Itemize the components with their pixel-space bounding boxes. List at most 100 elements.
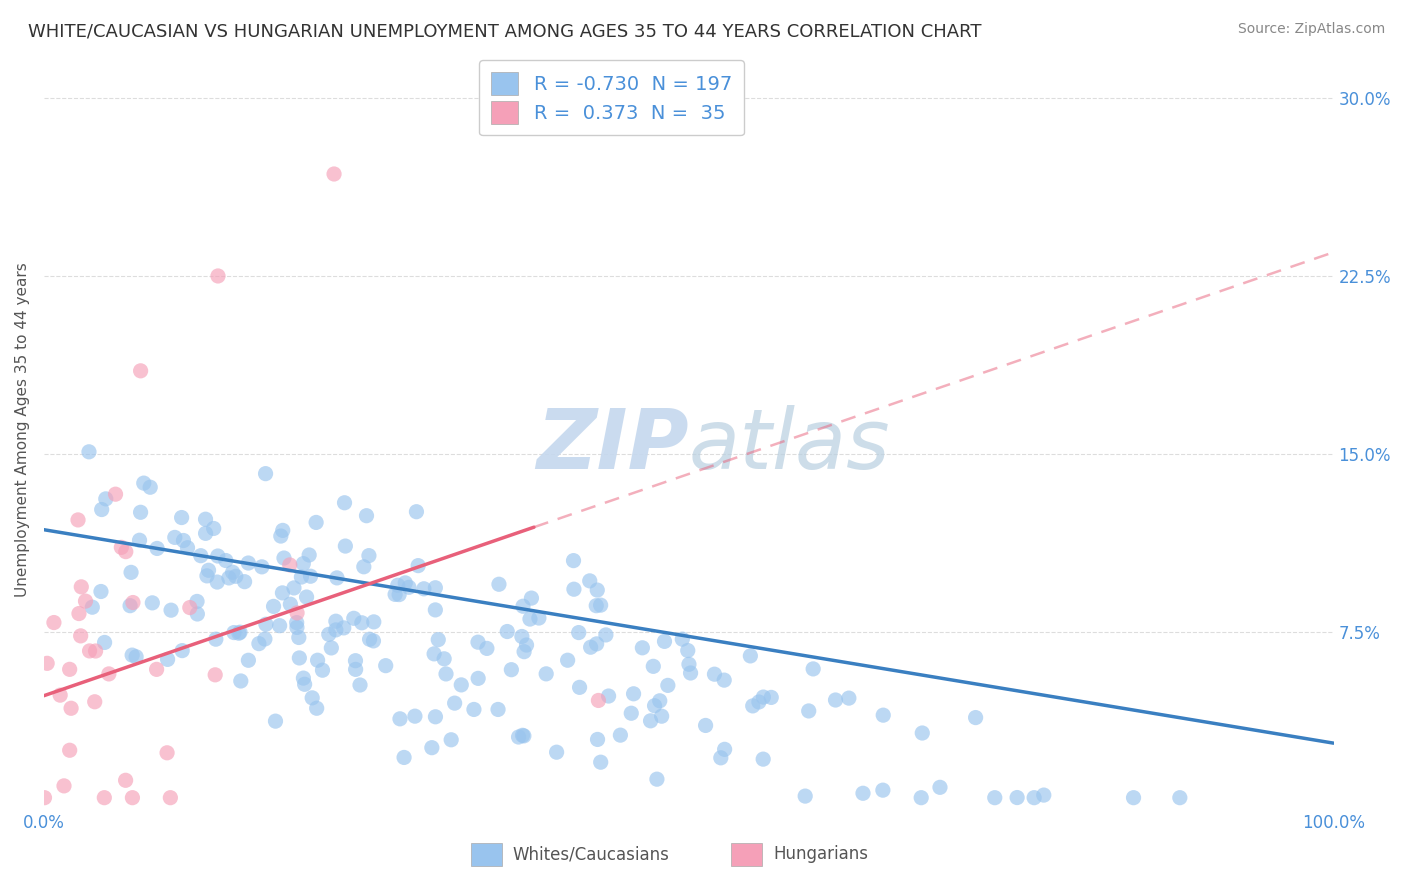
Point bbox=[254, 617, 277, 632]
Point bbox=[356, 508, 378, 523]
Point bbox=[527, 611, 550, 625]
Point bbox=[90, 502, 112, 516]
Point bbox=[222, 625, 245, 640]
Point bbox=[640, 714, 662, 728]
Point bbox=[562, 582, 585, 597]
Point bbox=[654, 634, 676, 648]
Point bbox=[69, 629, 91, 643]
Point bbox=[197, 563, 219, 577]
Point bbox=[534, 666, 557, 681]
Point bbox=[125, 649, 148, 664]
Point bbox=[207, 268, 229, 283]
Point bbox=[84, 644, 107, 658]
Point bbox=[292, 557, 315, 571]
Point bbox=[59, 743, 82, 757]
Point bbox=[801, 662, 824, 676]
Point bbox=[363, 633, 385, 648]
Point bbox=[423, 647, 446, 661]
Point bbox=[595, 628, 617, 642]
Point bbox=[512, 728, 534, 742]
Point bbox=[513, 729, 536, 743]
Point bbox=[911, 726, 934, 740]
Point bbox=[794, 789, 817, 803]
Point bbox=[434, 667, 457, 681]
Point bbox=[872, 783, 894, 797]
Point bbox=[139, 480, 162, 494]
Point bbox=[586, 583, 609, 598]
Point bbox=[42, 615, 65, 630]
Point bbox=[585, 599, 607, 613]
Point bbox=[121, 648, 143, 662]
Point bbox=[645, 772, 668, 787]
Point bbox=[1122, 790, 1144, 805]
Point bbox=[710, 751, 733, 765]
Point bbox=[215, 553, 238, 567]
Point bbox=[66, 513, 89, 527]
Point bbox=[488, 577, 510, 591]
Point bbox=[752, 690, 775, 704]
Point bbox=[37, 657, 59, 671]
Point bbox=[59, 662, 82, 676]
Point bbox=[520, 591, 543, 606]
Text: Hungarians: Hungarians bbox=[773, 845, 868, 863]
Point bbox=[1168, 790, 1191, 805]
Point bbox=[463, 702, 485, 716]
Point bbox=[486, 702, 509, 716]
Point bbox=[589, 755, 612, 769]
Point bbox=[513, 645, 536, 659]
Point bbox=[508, 730, 530, 744]
Point bbox=[359, 632, 381, 647]
Point bbox=[77, 445, 100, 459]
Point bbox=[75, 594, 97, 608]
Point bbox=[70, 580, 93, 594]
Point bbox=[218, 571, 240, 585]
Point bbox=[406, 558, 429, 573]
Point bbox=[425, 581, 447, 595]
Point bbox=[741, 698, 763, 713]
Point bbox=[557, 653, 579, 667]
Point bbox=[713, 673, 735, 687]
Point bbox=[97, 667, 120, 681]
Point bbox=[172, 643, 194, 657]
Point bbox=[269, 618, 291, 632]
Point bbox=[326, 571, 349, 585]
Point bbox=[467, 635, 489, 649]
Point bbox=[229, 673, 252, 688]
Point bbox=[1024, 790, 1046, 805]
Point bbox=[122, 595, 145, 609]
Point bbox=[510, 630, 533, 644]
Point bbox=[194, 512, 217, 526]
Point bbox=[120, 566, 142, 580]
Point bbox=[398, 580, 420, 594]
Point bbox=[53, 779, 76, 793]
Point bbox=[163, 530, 186, 544]
Point bbox=[285, 620, 308, 634]
Point bbox=[388, 712, 411, 726]
Point bbox=[353, 559, 375, 574]
Point bbox=[671, 632, 693, 647]
Point bbox=[333, 496, 356, 510]
Point bbox=[170, 510, 193, 524]
Point bbox=[752, 752, 775, 766]
Point bbox=[129, 505, 152, 519]
Point bbox=[578, 574, 600, 588]
Point bbox=[228, 626, 250, 640]
Point bbox=[579, 640, 602, 655]
Point bbox=[238, 653, 260, 667]
Text: WHITE/CAUCASIAN VS HUNGARIAN UNEMPLOYMENT AMONG AGES 35 TO 44 YEARS CORRELATION : WHITE/CAUCASIAN VS HUNGARIAN UNEMPLOYMEN… bbox=[28, 22, 981, 40]
Point bbox=[205, 575, 228, 590]
Point bbox=[384, 587, 406, 601]
Point bbox=[713, 742, 735, 756]
Point bbox=[238, 556, 260, 570]
Point bbox=[643, 659, 665, 673]
Point bbox=[740, 648, 762, 663]
Point bbox=[363, 615, 385, 629]
Point bbox=[910, 790, 932, 805]
Point bbox=[440, 732, 463, 747]
Point bbox=[676, 643, 699, 657]
Point bbox=[156, 746, 179, 760]
Point bbox=[420, 740, 443, 755]
Point bbox=[679, 665, 702, 680]
Point bbox=[695, 718, 717, 732]
Point bbox=[388, 588, 411, 602]
